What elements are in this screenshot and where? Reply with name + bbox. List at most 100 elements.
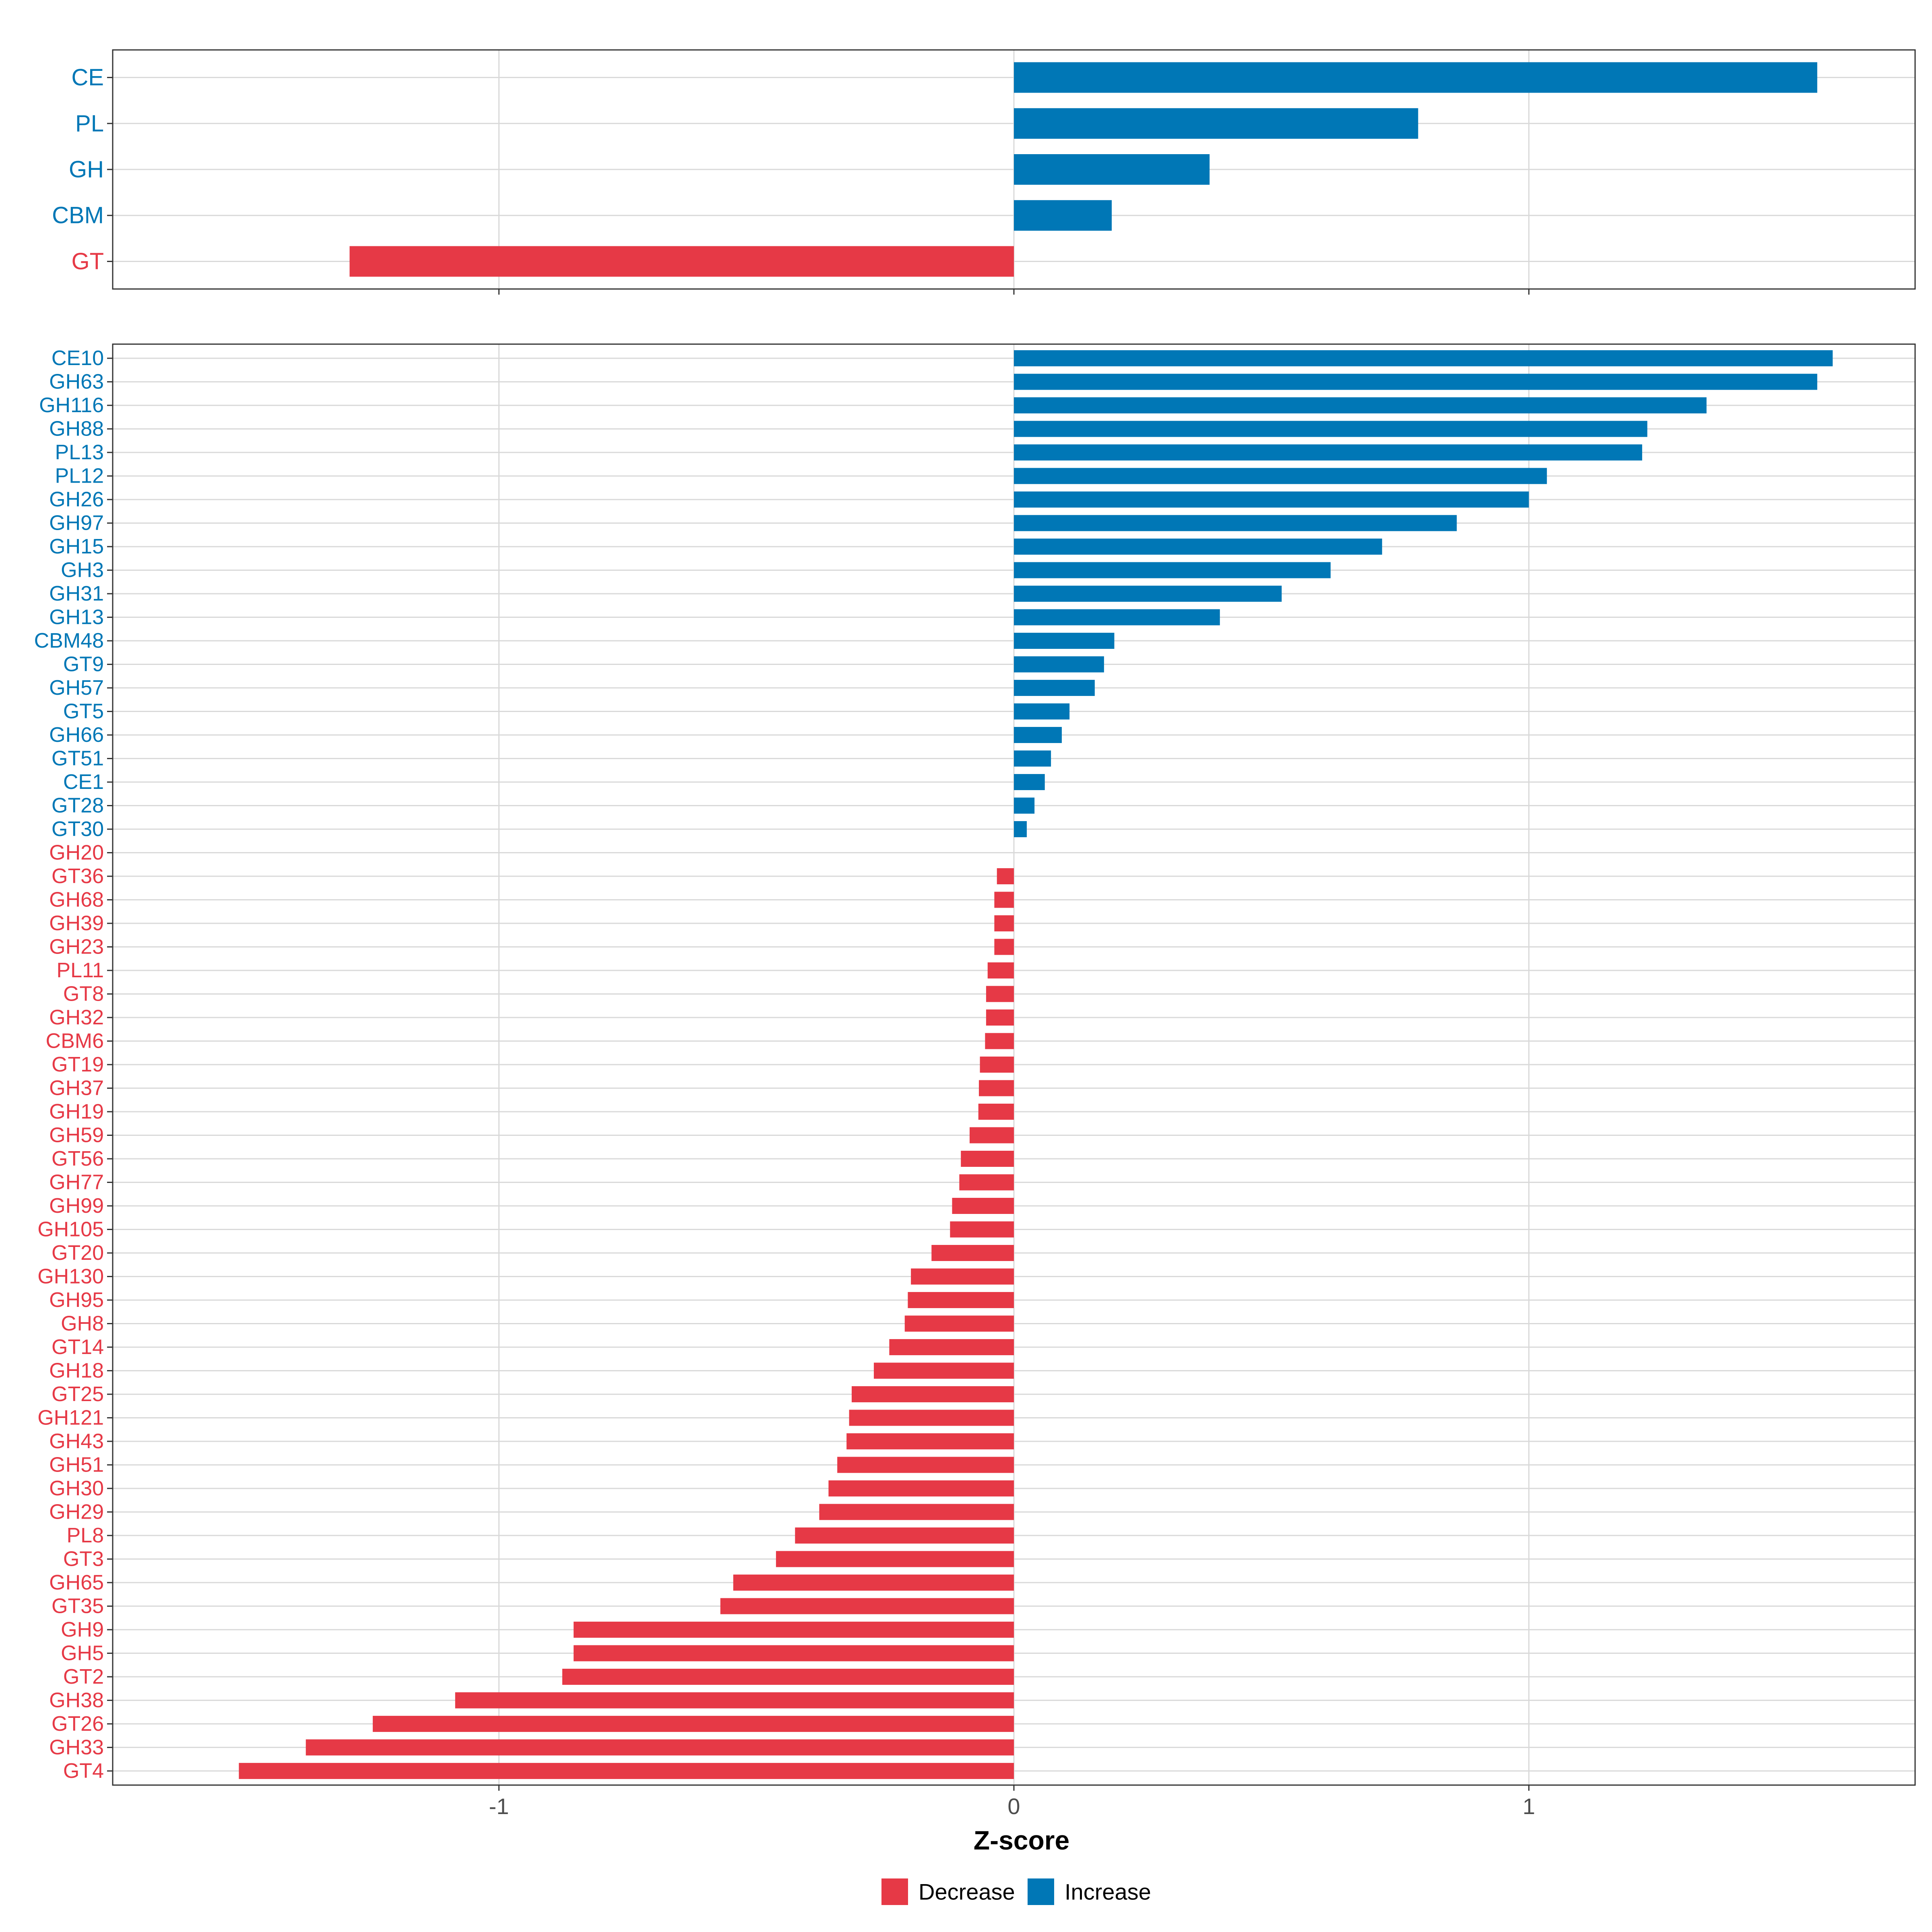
y-tick-label: GH5: [61, 1641, 104, 1665]
bar: [574, 1621, 1014, 1638]
y-tick-label: GH99: [49, 1194, 104, 1218]
y-tick-label: GH15: [49, 535, 104, 558]
bar: [980, 1057, 1014, 1073]
bar: [904, 1315, 1014, 1332]
bar: [1014, 680, 1095, 696]
bar: [1014, 62, 1817, 93]
y-tick-label: CE1: [63, 770, 104, 794]
y-tick-label: GT2: [63, 1665, 104, 1688]
bar: [1014, 444, 1642, 461]
bar: [574, 1645, 1014, 1662]
bar: [1014, 154, 1210, 185]
y-tick-label: GH30: [49, 1477, 104, 1500]
bar: [305, 1739, 1014, 1756]
y-tick-label: GH105: [37, 1218, 104, 1241]
y-tick-label: GT35: [52, 1594, 104, 1618]
bar: [849, 1410, 1014, 1426]
legend-swatch-decrease: [881, 1878, 908, 1905]
y-tick-label: GT25: [52, 1383, 104, 1406]
bar: [950, 1221, 1014, 1238]
y-tick-label: GT14: [52, 1335, 104, 1359]
bar: [994, 892, 1014, 908]
y-tick-label: GH31: [49, 582, 104, 605]
bar: [373, 1715, 1014, 1732]
bar: [931, 1245, 1014, 1261]
y-tick-label: GT26: [52, 1712, 104, 1736]
bar: [1014, 200, 1112, 231]
y-tick-label: CE10: [52, 347, 104, 370]
y-tick-label: GH13: [49, 606, 104, 629]
bar: [795, 1527, 1014, 1544]
bar: [994, 939, 1014, 955]
bar: [1014, 609, 1220, 625]
bar: [1014, 797, 1035, 814]
bar: [1014, 468, 1547, 484]
bar: [1014, 539, 1382, 555]
bar: [1014, 108, 1418, 139]
bar: [733, 1574, 1014, 1591]
bar: [911, 1268, 1014, 1285]
y-tick-label: GT56: [52, 1147, 104, 1170]
y-tick-label: GH95: [49, 1288, 104, 1312]
y-tick-label: GH26: [49, 488, 104, 511]
y-tick-label: GH3: [61, 559, 104, 582]
bar: [978, 1080, 1014, 1096]
family-panel: CE PL GH CBM GT: [52, 49, 1916, 295]
bar: [349, 246, 1014, 277]
y-tick-label: CBM6: [46, 1030, 104, 1053]
bar: [846, 1433, 1014, 1449]
y-tick-label: GT19: [52, 1053, 104, 1076]
bar: [1014, 562, 1331, 578]
y-tick-label: GT51: [52, 747, 104, 770]
y-tick-label: GT5: [63, 700, 104, 723]
y-tick-label: GH121: [37, 1406, 104, 1429]
legend-label-decrease: Decrease: [919, 1879, 1015, 1905]
y-tick-label: GH33: [49, 1736, 104, 1759]
y-tick-label: GH9: [61, 1618, 104, 1641]
bar: [776, 1551, 1014, 1567]
bar: [952, 1197, 1014, 1214]
bar: [828, 1480, 1014, 1496]
legend-swatch-increase: [1028, 1878, 1054, 1905]
bar: [959, 1174, 1014, 1191]
y-tick-label: GT4: [63, 1759, 104, 1783]
bar: [1014, 350, 1833, 367]
bar: [851, 1386, 1014, 1402]
y-tick-label: GH130: [37, 1265, 104, 1288]
y-tick-label: PL11: [56, 959, 104, 982]
y-tick-label: GH8: [61, 1312, 104, 1335]
bar: [1014, 774, 1045, 791]
y-tick-label: GT28: [52, 794, 104, 817]
subfamily-panel: CE10GH63GH116GH88PL13PL12GH26GH97GH15GH3…: [34, 343, 1916, 1819]
y-tick-label: GT9: [63, 653, 104, 676]
y-tick-label: GT30: [52, 817, 104, 841]
y-tick-label: GH20: [49, 841, 104, 865]
x-tick-label: -1: [489, 1794, 509, 1819]
bar: [889, 1339, 1014, 1355]
bar: [961, 1150, 1014, 1167]
y-tick-label: GH38: [49, 1688, 104, 1712]
legend-label-increase: Increase: [1065, 1879, 1151, 1905]
y-tick-label: GH51: [49, 1453, 104, 1476]
bar: [1014, 656, 1104, 673]
y-tick-label: CE: [71, 64, 104, 91]
y-tick-label: PL: [75, 110, 104, 136]
x-tick-label: 0: [1007, 1794, 1020, 1819]
bar: [455, 1692, 1014, 1709]
bar: [1014, 421, 1647, 437]
bar: [720, 1598, 1014, 1614]
y-tick-label: CBM48: [34, 629, 104, 652]
y-tick-label: GT36: [52, 865, 104, 888]
bar: [873, 1362, 1014, 1379]
y-tick-label: CBM: [52, 202, 104, 229]
y-tick-label: GH: [69, 157, 104, 183]
y-tick-label: GH88: [49, 417, 104, 441]
y-tick-label: GH77: [49, 1170, 104, 1194]
y-tick-label: GH97: [49, 512, 104, 535]
y-tick-label: GH23: [49, 935, 104, 959]
x-axis-title: Z-score: [974, 1825, 1069, 1855]
y-tick-label: GH57: [49, 676, 104, 700]
y-tick-label: PL13: [55, 441, 104, 464]
bar: [1014, 633, 1115, 649]
